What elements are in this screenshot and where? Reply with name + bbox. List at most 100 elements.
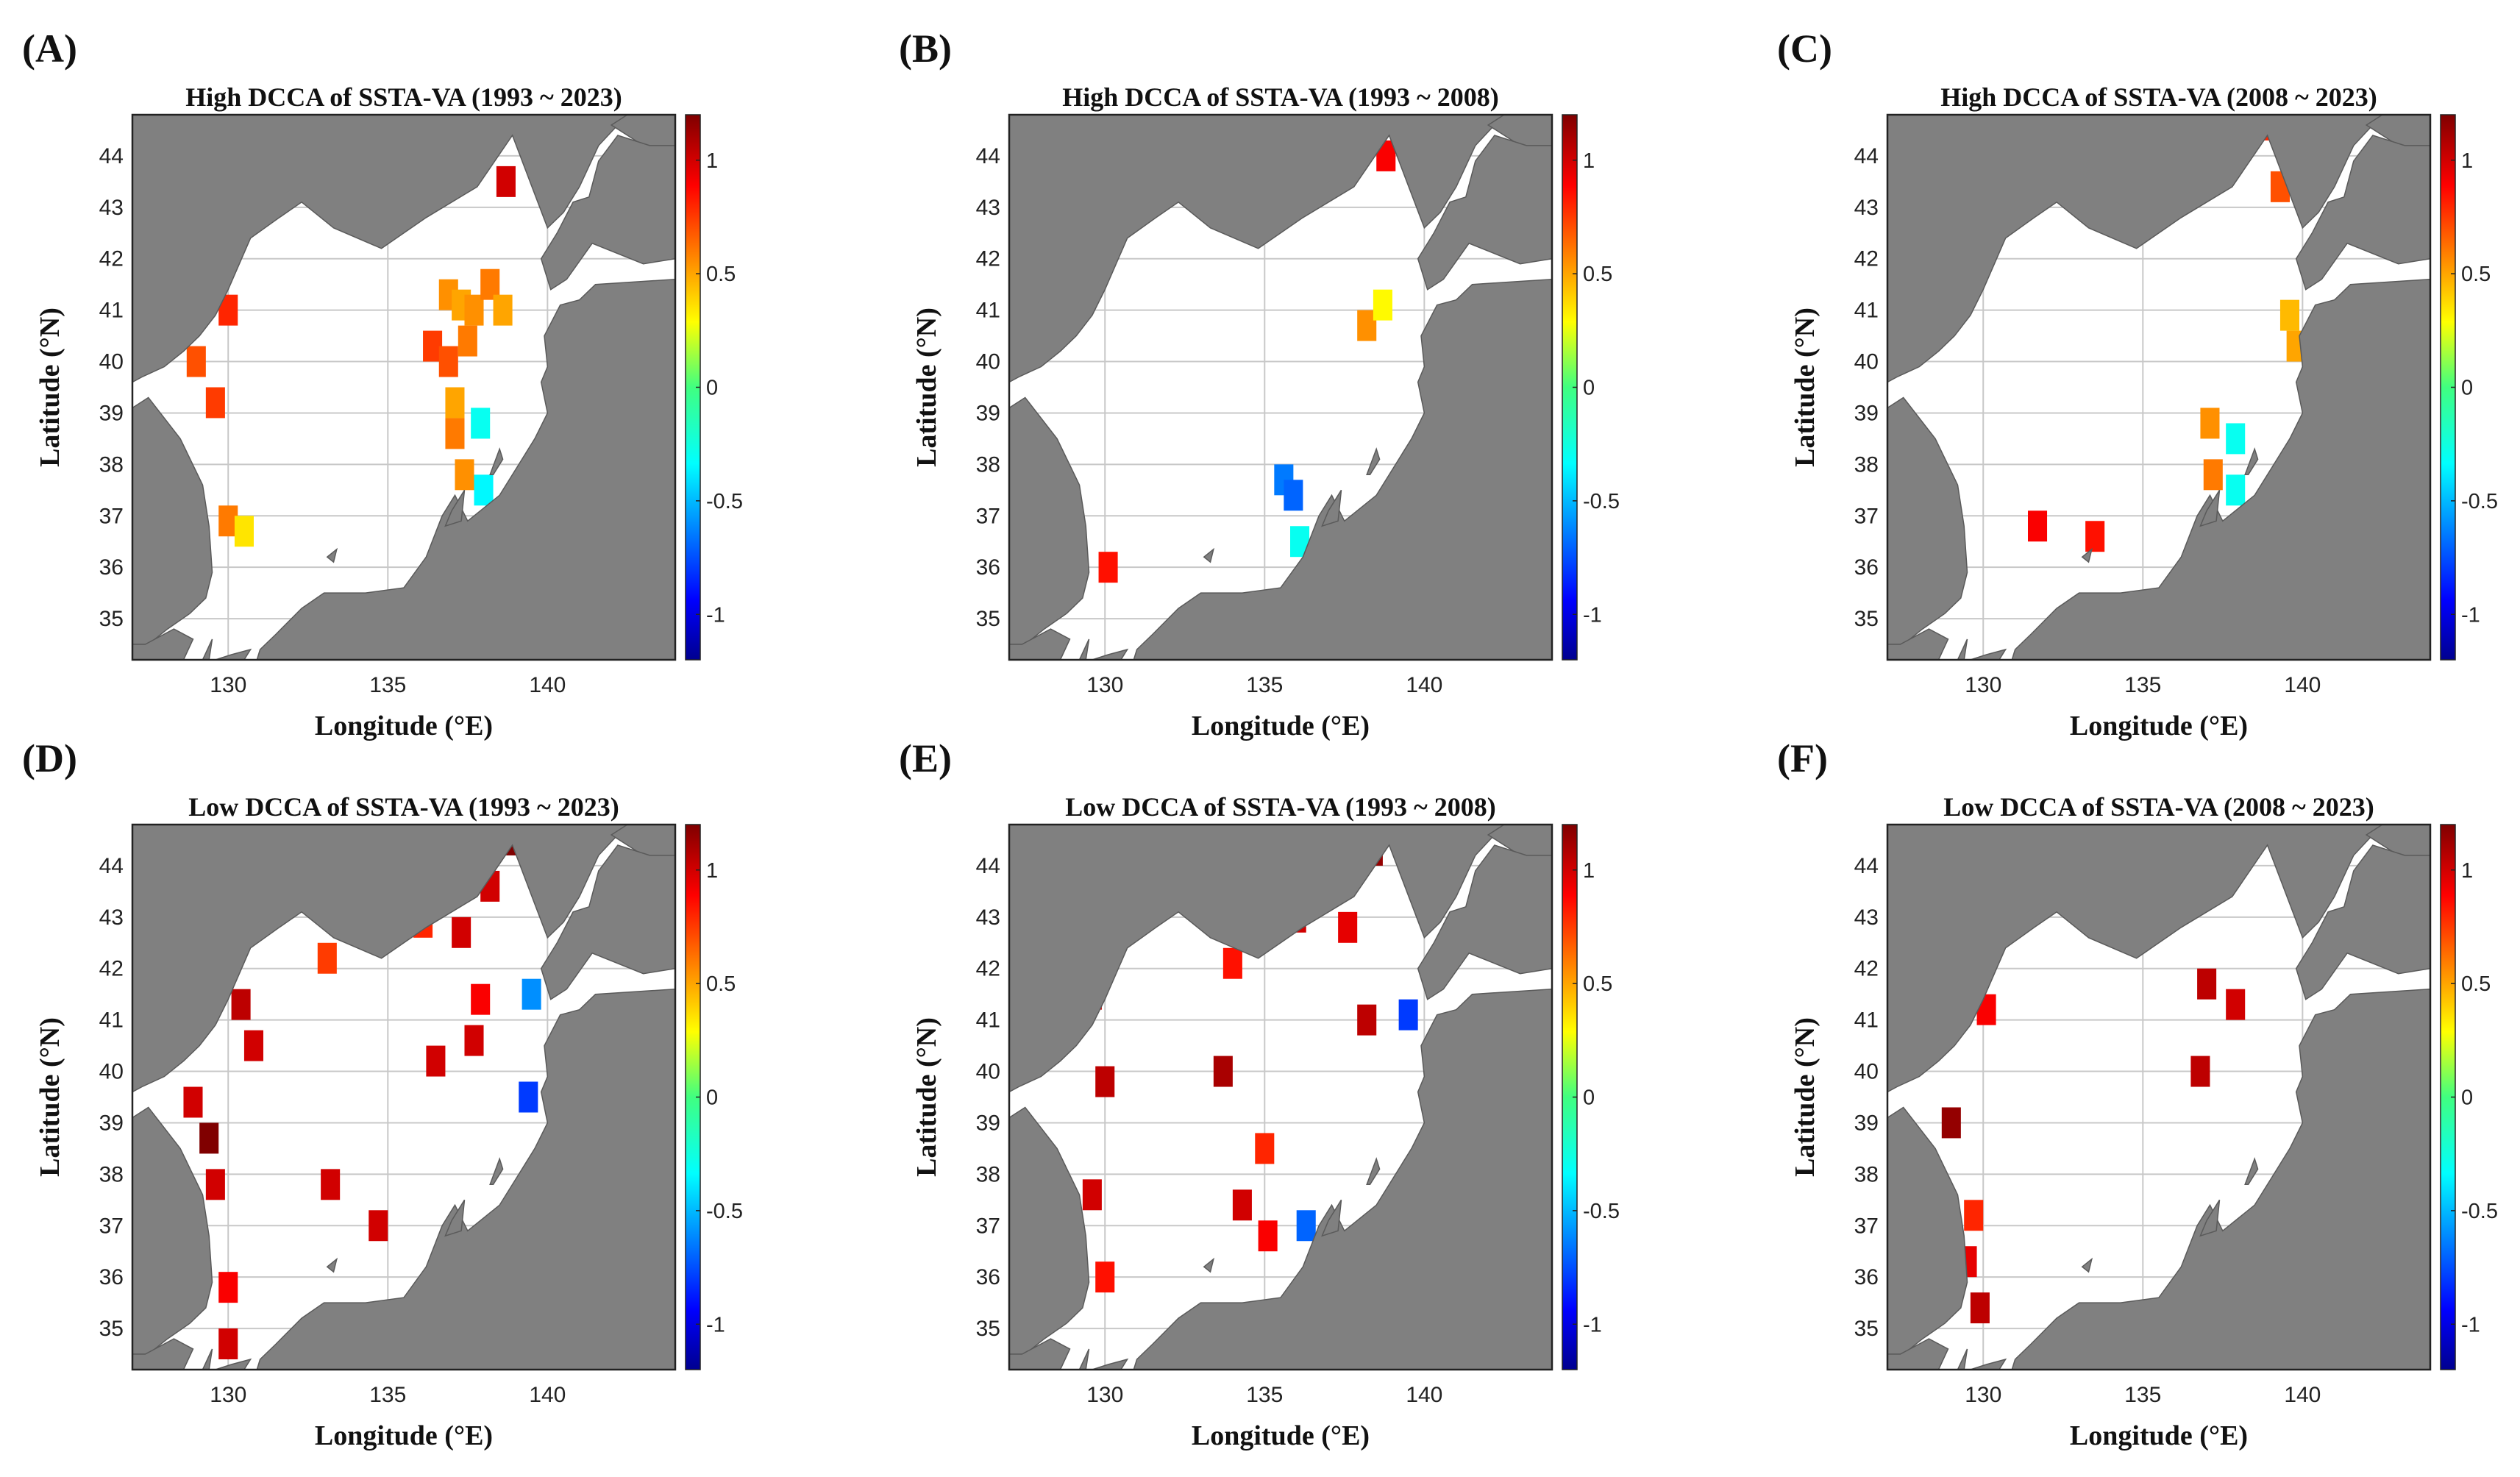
x-tick-label: 135 <box>369 1383 406 1407</box>
y-tick-label: 38 <box>99 1162 124 1186</box>
noto-peninsula-land <box>1321 489 1342 527</box>
sado-island-land <box>489 447 504 476</box>
colorbar-tick-label: 1 <box>1583 149 1595 173</box>
dcca-cell <box>1095 1261 1115 1293</box>
y-axis-label: Latitude (°N) <box>35 307 65 467</box>
y-axis-label: Latitude (°N) <box>911 1017 942 1177</box>
dcca-cell <box>445 387 465 419</box>
sado-island-land <box>2244 447 2259 476</box>
y-tick-label: 36 <box>99 555 124 580</box>
x-axis-label: Longitude (°E) <box>315 711 493 741</box>
map-area <box>132 115 675 660</box>
panel-f: (F) Low DCCA of SSTA-VA (2008 ~ 2023) 130 1… <box>1777 736 2498 1451</box>
colorbar-tick-label: -1 <box>706 603 725 627</box>
dcca-cell <box>243 1030 263 1061</box>
korea-south-coast-land <box>1887 1338 1949 1370</box>
y-tick-label: 42 <box>99 247 124 271</box>
x-axis-label: Longitude (°E) <box>1192 711 1370 741</box>
colorbar-tick-label: -1 <box>706 1313 725 1337</box>
dcca-cell <box>1213 1056 1233 1087</box>
hokkaido-land <box>1417 844 1552 1000</box>
y-tick-label: 42 <box>99 957 124 981</box>
panel-letter: (F) <box>1777 736 1828 780</box>
x-tick-label: 140 <box>2284 673 2321 697</box>
dcca-cell <box>183 1086 203 1118</box>
dcca-cell <box>199 1122 219 1154</box>
colorbar-tick-label: 0.5 <box>2461 263 2491 286</box>
dcca-cell <box>471 983 491 1015</box>
colorbar-tick-label: 1 <box>706 149 718 173</box>
y-tick-label: 41 <box>99 1008 124 1033</box>
colorbar-tick-label: 0 <box>1583 1086 1595 1110</box>
dcca-cell <box>231 989 251 1020</box>
y-tick-label: 43 <box>1854 196 1879 220</box>
y-tick-label: 35 <box>99 1317 124 1341</box>
tsushima-island-land <box>1957 638 1968 660</box>
colorbar-tick-label: 1 <box>2461 149 2473 173</box>
y-tick-label: 41 <box>1854 1008 1879 1033</box>
panel-letter: (D) <box>22 736 77 780</box>
dcca-cell <box>438 346 458 377</box>
y-tick-label: 40 <box>976 1060 1000 1084</box>
korea-south-coast-land <box>132 1338 194 1370</box>
y-tick-label: 36 <box>99 1265 124 1289</box>
panel-title: Low DCCA of SSTA-VA (2008 ~ 2023) <box>1943 792 2374 822</box>
russia-china-coast-land <box>132 825 628 1093</box>
land-mask <box>1009 825 1552 1370</box>
map-frame <box>1886 823 2432 1371</box>
dcca-cell <box>2085 521 2105 552</box>
dcca-cell <box>522 978 541 1010</box>
dcca-cell <box>369 1210 388 1242</box>
panel-title: High DCCA of SSTA-VA (1993 ~ 2008) <box>1062 82 1498 112</box>
dcca-cell <box>205 387 225 419</box>
dcca-cell <box>2190 1056 2210 1087</box>
colorbar-tick-label: -1 <box>1583 1313 1602 1337</box>
colorbar-tick-label: 1 <box>2461 859 2473 883</box>
y-axis-label: Latitude (°N) <box>1790 307 1820 467</box>
y-tick-label: 38 <box>1854 452 1879 477</box>
colorbar-tick-label: 1 <box>706 859 718 883</box>
kyushu-land <box>1092 1358 1129 1370</box>
y-tick-label: 44 <box>99 854 124 878</box>
dcca-cells <box>1098 140 1396 583</box>
y-tick-label: 40 <box>99 1060 124 1084</box>
panel-letter: (B) <box>899 26 952 71</box>
sado-island-land <box>2244 1157 2259 1186</box>
oki-island-land <box>326 1257 338 1273</box>
russia-china-coast-land <box>132 115 628 383</box>
x-tick-label: 130 <box>1965 673 2001 697</box>
x-tick-label: 135 <box>1246 1383 1283 1407</box>
dcca-cell <box>426 1045 446 1077</box>
dcca-cell <box>1964 1200 1984 1231</box>
colorbar-tick-label: 0 <box>706 1086 718 1110</box>
tsushima-island-land <box>1957 1348 1968 1370</box>
dcca-cell <box>234 516 254 547</box>
map-frame <box>1008 823 1553 1371</box>
hokkaido-land <box>540 135 675 291</box>
oki-island-land <box>1203 1257 1215 1273</box>
korea-south-coast-land <box>1009 628 1071 660</box>
sado-island-land <box>1366 447 1381 476</box>
dcca-cell <box>186 346 206 377</box>
kyushu-land <box>1970 648 2007 660</box>
y-tick-label: 43 <box>99 196 124 220</box>
hokkaido-land <box>1417 135 1552 291</box>
x-tick-label: 135 <box>1246 673 1283 697</box>
dcca-cell <box>2226 423 2246 455</box>
tsushima-island-land <box>1078 638 1090 660</box>
colorbar-tick-label: 0.5 <box>706 263 736 286</box>
land-mask <box>1887 115 2430 660</box>
dcca-cell <box>1338 911 1358 943</box>
y-tick-label: 41 <box>99 299 124 323</box>
y-tick-label: 35 <box>976 1317 1000 1341</box>
y-tick-label: 43 <box>1854 905 1879 930</box>
korea-south-coast-land <box>1887 628 1949 660</box>
dcca-cell <box>1098 552 1118 583</box>
oki-island-land <box>2081 1257 2093 1273</box>
y-tick-label: 35 <box>1854 1317 1879 1341</box>
kyushu-land <box>1970 1358 2007 1370</box>
y-tick-label: 44 <box>1854 854 1879 878</box>
russia-china-coast-land <box>1887 115 2383 383</box>
y-tick-label: 39 <box>1854 1111 1879 1135</box>
colorbar-tick-label: 0.5 <box>1583 972 1612 996</box>
